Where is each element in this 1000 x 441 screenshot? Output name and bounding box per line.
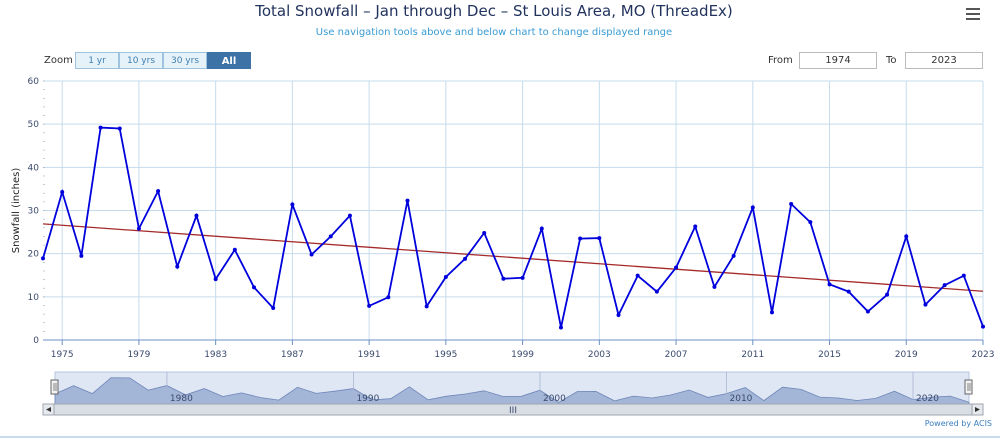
data-point[interactable] xyxy=(347,213,352,218)
data-point[interactable] xyxy=(616,312,621,317)
data-point[interactable] xyxy=(501,276,506,281)
data-point[interactable] xyxy=(865,309,870,314)
x-tick-label: 1979 xyxy=(127,350,150,360)
data-point[interactable] xyxy=(309,252,314,257)
data-point[interactable] xyxy=(271,306,276,311)
data-point[interactable] xyxy=(827,282,832,287)
navigator-tick-label: 1980 xyxy=(170,394,193,404)
data-point[interactable] xyxy=(654,289,659,294)
y-tick-label: 60 xyxy=(28,77,40,87)
data-point[interactable] xyxy=(79,253,84,258)
data-point[interactable] xyxy=(117,126,122,131)
data-point[interactable] xyxy=(923,302,928,307)
data-point[interactable] xyxy=(290,202,295,207)
to-label: To xyxy=(886,55,897,66)
data-point[interactable] xyxy=(482,230,487,235)
data-point[interactable] xyxy=(578,236,583,241)
scroll-left-arrow-icon xyxy=(46,407,51,412)
data-point[interactable] xyxy=(98,125,103,130)
scroll-right-arrow-icon xyxy=(975,407,980,412)
zoom-1yr-button[interactable]: 1 yr xyxy=(75,52,119,69)
y-tick-label: 50 xyxy=(28,120,40,130)
data-point[interactable] xyxy=(232,247,237,252)
data-point[interactable] xyxy=(252,285,257,290)
data-point[interactable] xyxy=(769,310,774,315)
data-point[interactable] xyxy=(41,256,45,261)
x-tick-label: 2015 xyxy=(818,350,841,360)
x-tick-label: 2011 xyxy=(741,350,764,360)
x-tick-label: 1999 xyxy=(511,350,534,360)
data-point[interactable] xyxy=(520,275,525,280)
navigator-tick-label: 2020 xyxy=(916,394,939,404)
zoom-10yrs-button[interactable]: 10 yrs xyxy=(119,52,163,69)
zoom-all-button[interactable]: All xyxy=(207,52,251,69)
x-tick-label: 1983 xyxy=(204,350,227,360)
to-date-input[interactable] xyxy=(905,52,983,69)
data-point[interactable] xyxy=(731,253,736,258)
x-tick-label: 2023 xyxy=(972,350,995,360)
data-point[interactable] xyxy=(846,289,851,294)
data-point[interactable] xyxy=(904,234,909,239)
data-point[interactable] xyxy=(136,226,141,231)
data-point[interactable] xyxy=(328,234,333,239)
x-tick-label: 1987 xyxy=(281,350,304,360)
data-point[interactable] xyxy=(405,198,410,203)
data-point[interactable] xyxy=(558,325,563,330)
credit-link[interactable]: Powered by ACIS xyxy=(924,419,992,428)
data-point[interactable] xyxy=(60,189,65,194)
data-point[interactable] xyxy=(367,303,372,308)
navigator-tick-label: 1990 xyxy=(356,394,379,404)
navigator-left-handle[interactable] xyxy=(50,379,59,395)
navigator-right-handle[interactable] xyxy=(964,379,973,395)
zoom-label: Zoom xyxy=(44,55,73,66)
x-tick-label: 2007 xyxy=(665,350,688,360)
data-point[interactable] xyxy=(424,304,429,309)
data-point[interactable] xyxy=(597,236,602,241)
navigator-tick-label: 2000 xyxy=(543,394,566,404)
data-point[interactable] xyxy=(463,256,468,261)
chart-title: Total Snowfall – Jan through Dec – St Lo… xyxy=(255,2,733,20)
data-point[interactable] xyxy=(789,202,794,207)
y-axis-label: Snowfall (inches) xyxy=(11,168,22,254)
y-tick-label: 30 xyxy=(28,207,40,217)
y-tick-label: 10 xyxy=(28,293,40,303)
data-point[interactable] xyxy=(386,295,391,300)
zoom-30yrs-button[interactable]: 30 yrs xyxy=(163,52,207,69)
x-tick-label: 1975 xyxy=(51,350,74,360)
trend-line xyxy=(42,223,984,292)
data-point[interactable] xyxy=(213,277,218,282)
data-point[interactable] xyxy=(674,265,679,270)
x-tick-label: 2019 xyxy=(895,350,918,360)
navigator-tick-label: 2010 xyxy=(730,394,753,404)
data-point[interactable] xyxy=(885,292,890,297)
x-tick-label: 1995 xyxy=(434,350,457,360)
data-point[interactable] xyxy=(175,264,180,269)
data-point[interactable] xyxy=(981,324,985,329)
data-point[interactable] xyxy=(961,273,966,278)
data-point[interactable] xyxy=(712,284,717,289)
from-label: From xyxy=(768,55,793,66)
data-point[interactable] xyxy=(942,283,947,288)
data-point[interactable] xyxy=(808,220,813,225)
data-point[interactable] xyxy=(693,224,698,229)
chart-subtitle: Use navigation tools above and below cha… xyxy=(315,27,673,38)
x-tick-label: 1991 xyxy=(358,350,381,360)
data-point[interactable] xyxy=(156,189,161,194)
y-tick-label: 20 xyxy=(28,250,40,260)
hamburger-menu-icon[interactable] xyxy=(966,8,980,22)
x-tick-label: 2003 xyxy=(588,350,611,360)
y-tick-label: 0 xyxy=(33,336,39,346)
navigator-series-area xyxy=(54,377,970,405)
snowfall-series-line xyxy=(42,126,984,328)
data-point[interactable] xyxy=(194,213,199,218)
data-point[interactable] xyxy=(635,273,640,278)
y-tick-label: 40 xyxy=(28,163,40,173)
scrollbar-grip-icon: III xyxy=(509,406,517,416)
data-point[interactable] xyxy=(750,205,755,210)
from-date-input[interactable] xyxy=(799,52,877,69)
data-point[interactable] xyxy=(539,226,544,231)
data-point[interactable] xyxy=(443,274,448,279)
